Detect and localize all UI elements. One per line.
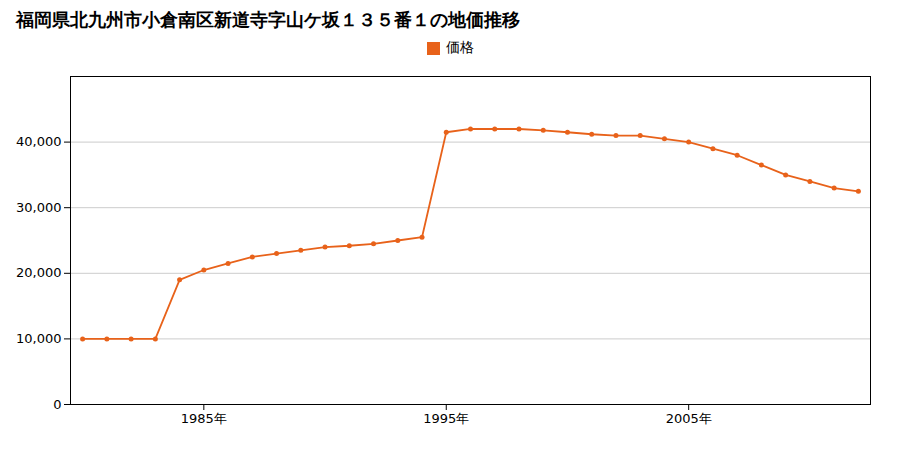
svg-text:30,000: 30,000	[16, 200, 62, 215]
svg-text:1995年: 1995年	[423, 411, 469, 426]
svg-text:2005年: 2005年	[666, 411, 712, 426]
svg-text:20,000: 20,000	[16, 265, 62, 280]
svg-text:1985年: 1985年	[181, 411, 227, 426]
svg-text:10,000: 10,000	[16, 331, 62, 346]
html-text:価格: 価格	[445, 39, 474, 55]
svg-text:0: 0	[53, 397, 61, 412]
html-text:福岡県北九州市小倉南区新道寺字山ケ坂１３５番１の地価推移: 福岡県北九州市小倉南区新道寺字山ケ坂１３５番１の地価推移	[16, 9, 520, 30]
svg-text:40,000: 40,000	[16, 134, 62, 149]
